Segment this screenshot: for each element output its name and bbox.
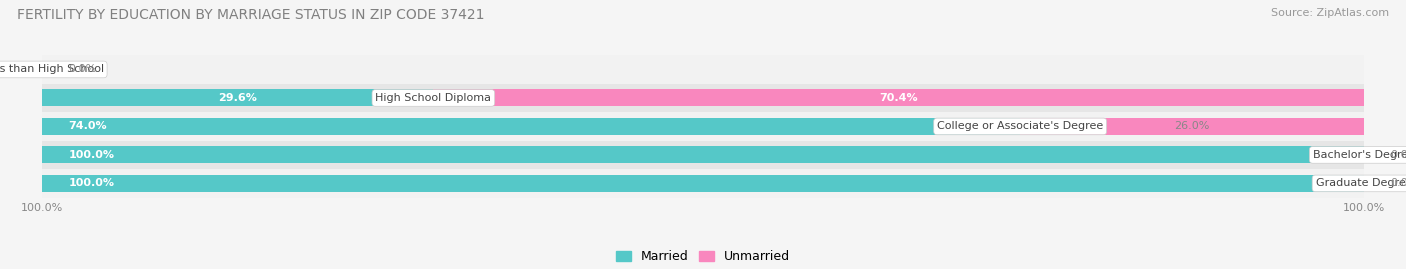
Text: 29.6%: 29.6% (218, 93, 257, 103)
Text: 0.0%: 0.0% (1391, 178, 1406, 188)
Text: 0.0%: 0.0% (69, 65, 97, 75)
Text: 74.0%: 74.0% (69, 121, 107, 132)
Text: College or Associate's Degree: College or Associate's Degree (936, 121, 1104, 132)
Text: 26.0%: 26.0% (1174, 121, 1209, 132)
Text: 100.0%: 100.0% (69, 178, 115, 188)
Text: 70.4%: 70.4% (879, 93, 918, 103)
Text: 0.0%: 0.0% (1391, 150, 1406, 160)
Text: Less than High School: Less than High School (0, 65, 104, 75)
Bar (433, 89, 1364, 107)
Bar (42, 55, 1364, 84)
Bar (42, 89, 433, 107)
Bar (42, 169, 1364, 198)
Text: Source: ZipAtlas.com: Source: ZipAtlas.com (1271, 8, 1389, 18)
Text: High School Diploma: High School Diploma (375, 93, 491, 103)
Text: FERTILITY BY EDUCATION BY MARRIAGE STATUS IN ZIP CODE 37421: FERTILITY BY EDUCATION BY MARRIAGE STATU… (17, 8, 485, 22)
Bar (1021, 118, 1364, 135)
Bar (42, 118, 1021, 135)
Bar (42, 141, 1364, 169)
Text: Bachelor's Degree: Bachelor's Degree (1313, 150, 1406, 160)
Text: Graduate Degree: Graduate Degree (1316, 178, 1406, 188)
Legend: Married, Unmarried: Married, Unmarried (612, 245, 794, 268)
Bar (42, 112, 1364, 141)
Bar (42, 146, 1364, 164)
Bar (42, 84, 1364, 112)
Bar (42, 175, 1364, 192)
Text: 100.0%: 100.0% (69, 150, 115, 160)
